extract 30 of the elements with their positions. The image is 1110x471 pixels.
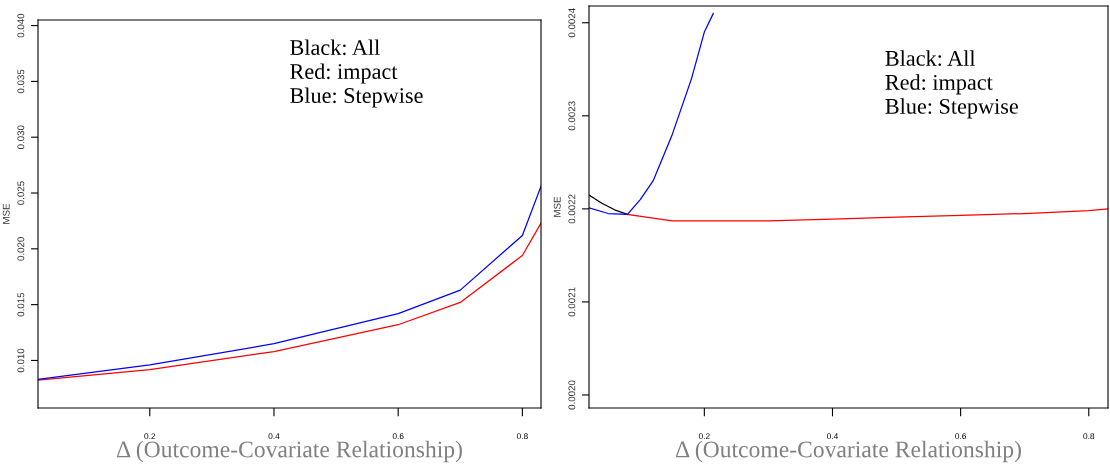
y-axis-title: MSE	[2, 203, 10, 224]
x-tick-label: 0.6	[392, 433, 404, 440]
x-axis-title: Δ (Outcome-Covariate Relationship)	[116, 440, 462, 463]
y-tick-label: 0.025	[17, 181, 25, 205]
x-tick-label: 0.4	[268, 433, 280, 440]
y-tick-label: 0.015	[17, 292, 25, 317]
y-tick-label: 0.020	[17, 237, 25, 261]
x-tick-label: 0.2	[144, 433, 156, 440]
y-tick-label: 0.0020	[568, 380, 576, 410]
y-tick-label: 0.0022	[568, 194, 576, 224]
annotation: Black: All Red: impact Blue: Stepwise	[885, 50, 1018, 119]
x-tick-label: 0.2	[698, 433, 710, 440]
y-tick-label: 0.030	[17, 125, 25, 149]
y-tick-label: 0.0024	[568, 8, 576, 38]
x-tick-label: 0.8	[516, 433, 528, 440]
x-tick-label: 0.8	[1083, 433, 1095, 440]
y-tick-label: 0.040	[17, 13, 25, 38]
y-tick-label: 0.035	[17, 69, 25, 94]
x-tick-label: 0.4	[827, 433, 839, 440]
y-axis-title: MSE	[553, 196, 561, 217]
x-axis-title: Δ (Outcome-Covariate Relationship)	[675, 440, 1021, 463]
y-tick-label: 0.0021	[568, 287, 576, 317]
line-series	[626, 208, 1108, 222]
line-series	[38, 185, 541, 381]
line-series	[589, 12, 714, 216]
y-tick-label: 0.010	[17, 348, 25, 373]
y-tick-label: 0.0023	[568, 101, 576, 131]
x-tick-label: 0.6	[955, 433, 967, 440]
line-series	[38, 222, 541, 381]
annotation: Black: All Red: impact Blue: Stepwise	[290, 39, 423, 108]
